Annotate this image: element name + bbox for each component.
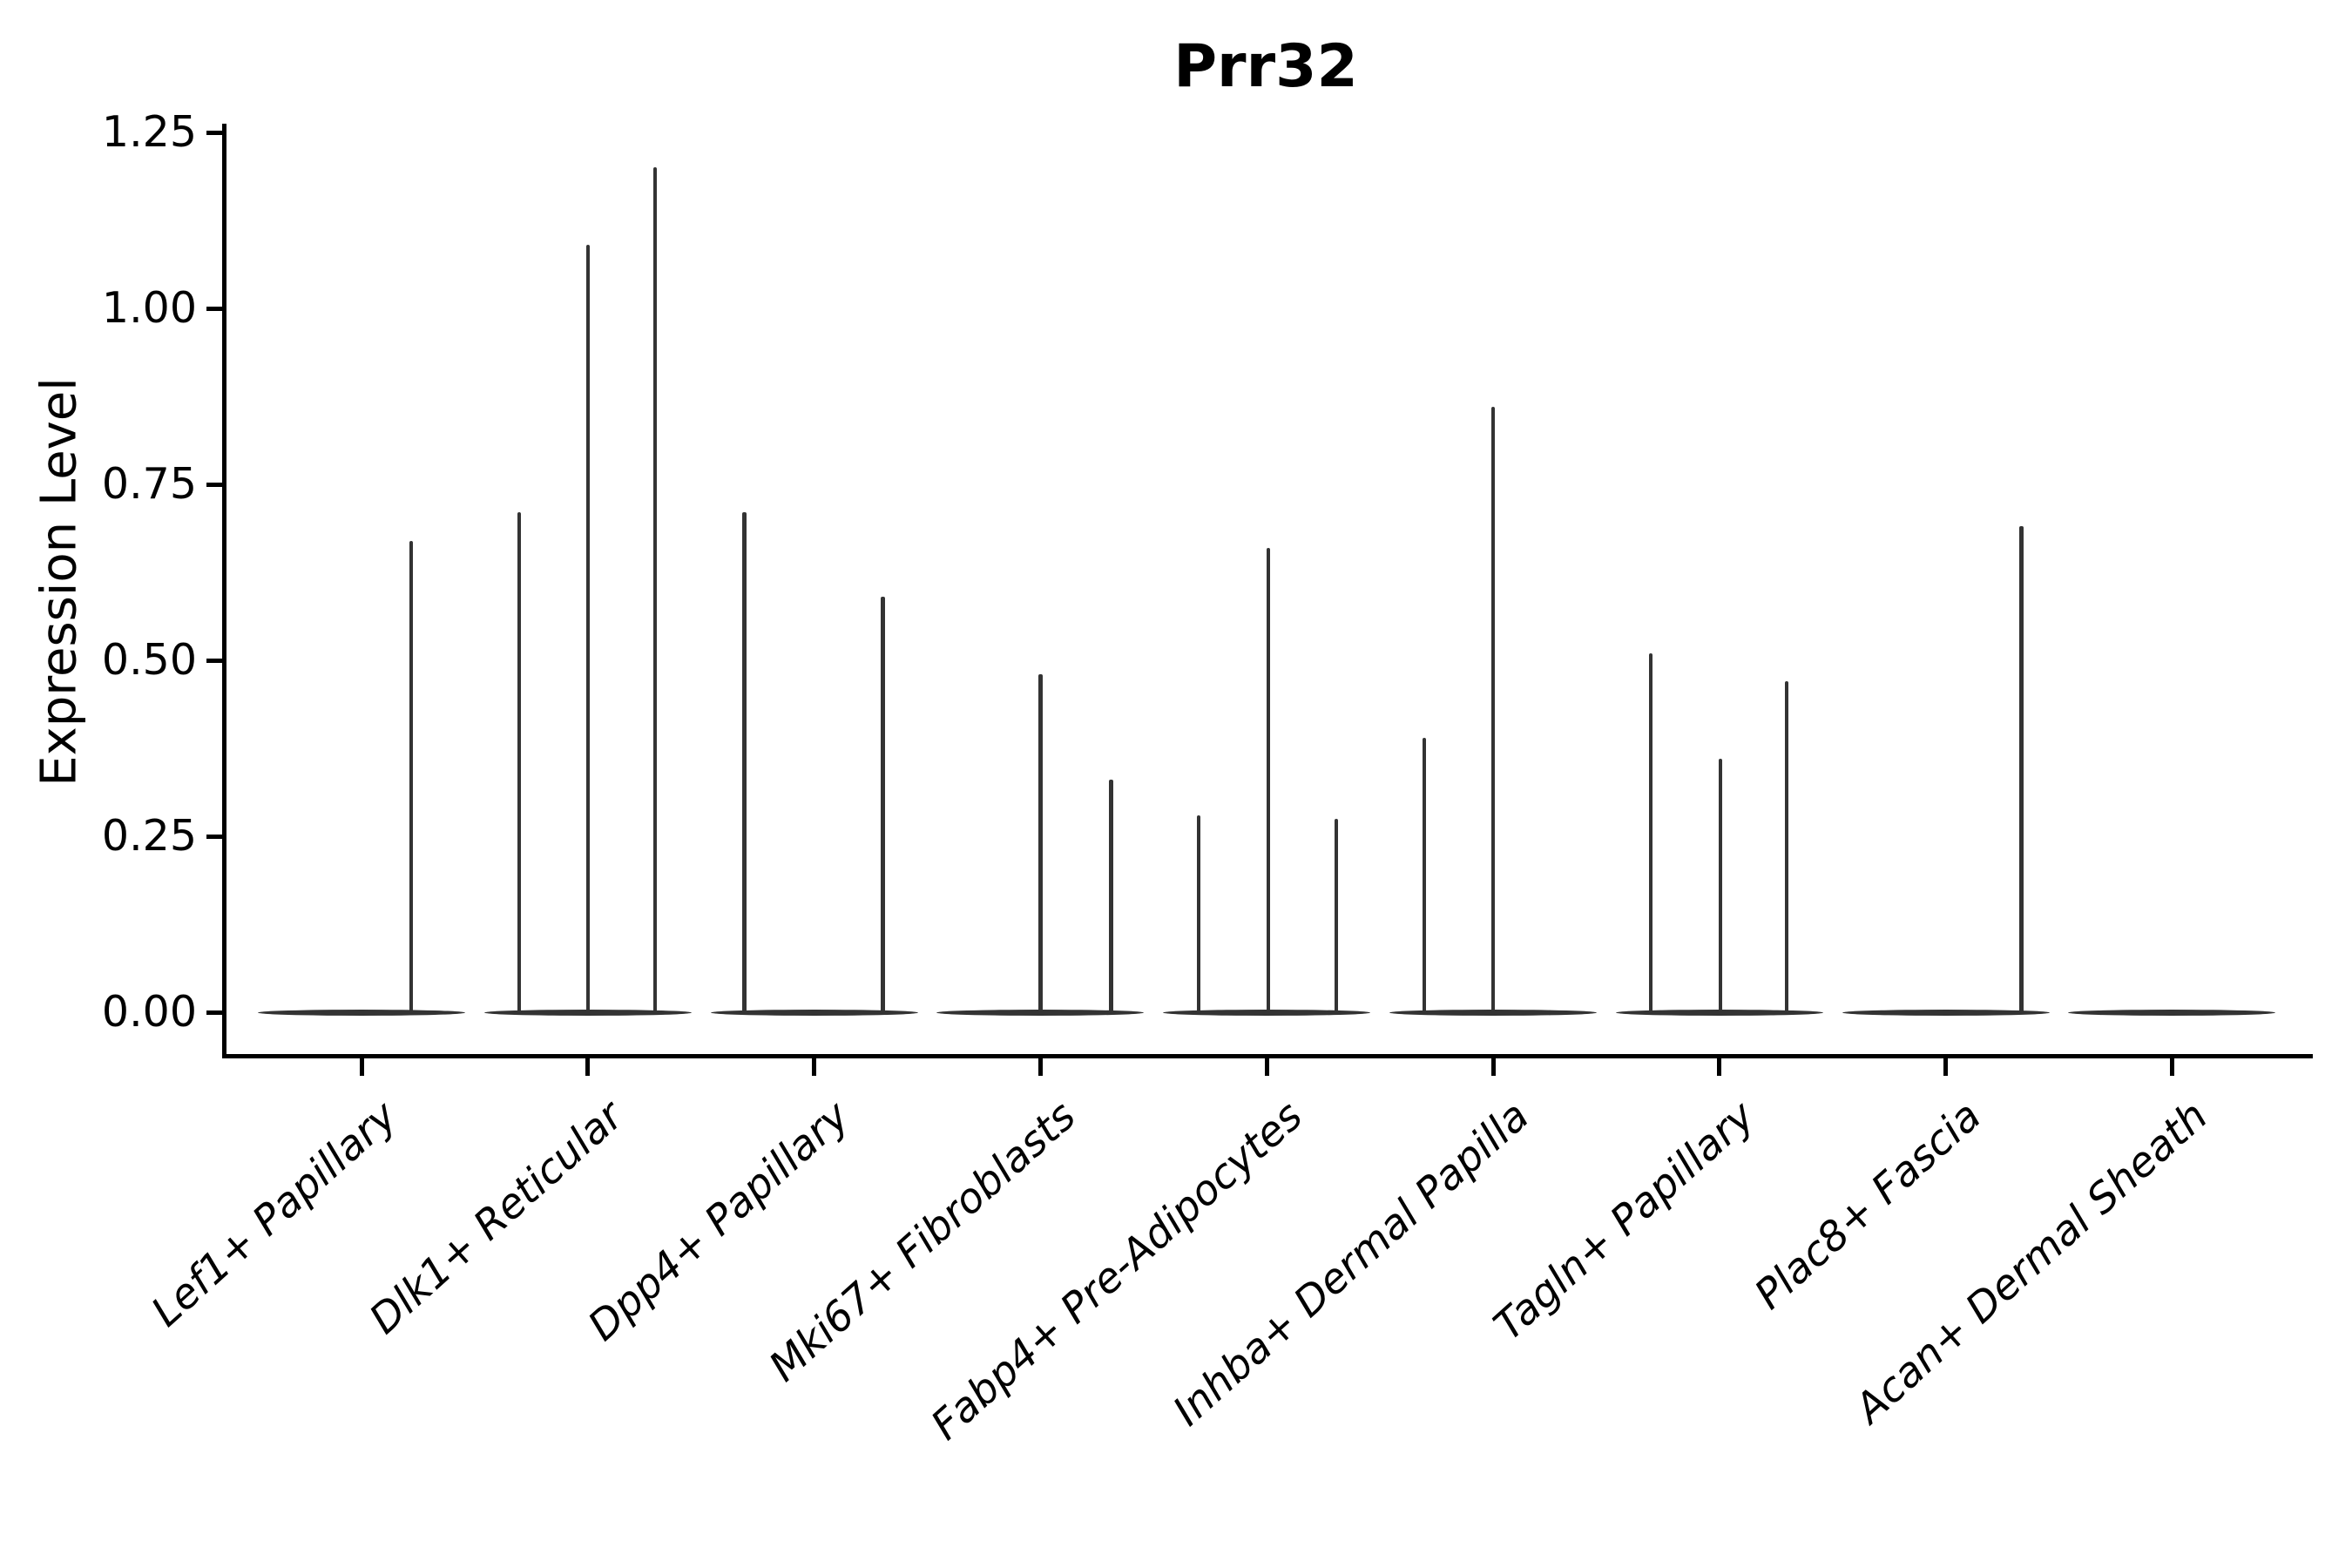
violin-baseline: [1389, 1009, 1597, 1016]
y-tick-label: 1.00: [101, 283, 197, 333]
y-tick-mark: [206, 658, 226, 663]
x-tick-mark: [585, 1057, 591, 1076]
y-tick-mark: [206, 306, 226, 311]
violin-baseline: [1842, 1009, 2050, 1016]
violin-baseline: [1163, 1009, 1371, 1016]
x-tick-mark: [1943, 1057, 1949, 1076]
y-tick-label: 0.50: [101, 635, 197, 685]
violin-spike: [1784, 681, 1789, 1012]
x-tick-mark: [1037, 1057, 1043, 1076]
violin-spike: [742, 512, 747, 1012]
violin-spike: [1334, 818, 1339, 1012]
violin-spike: [1196, 814, 1201, 1012]
x-tick-label: Plac8+ Fascia: [1746, 1092, 1991, 1320]
violin-baseline: [936, 1009, 1145, 1016]
violin-spike: [1490, 407, 1496, 1012]
violin-spike: [652, 167, 658, 1012]
violin-baseline: [258, 1009, 465, 1016]
violin-baseline: [710, 1009, 918, 1016]
x-axis-spine: [222, 1054, 2313, 1058]
x-tick-label: Lef1+ Papillary: [142, 1092, 407, 1336]
x-tick-mark: [2169, 1057, 2174, 1076]
x-tick-mark: [1264, 1057, 1269, 1076]
y-tick-mark: [206, 834, 226, 839]
x-tick-mark: [1717, 1057, 1722, 1076]
x-tick-mark: [1490, 1057, 1496, 1076]
violin-spike: [409, 540, 414, 1012]
violin-spike: [517, 512, 522, 1012]
chart-title: Prr32: [1173, 32, 1358, 101]
violin-baseline: [2068, 1009, 2276, 1016]
y-tick-label: 0.75: [101, 459, 197, 509]
violin-spike: [1422, 737, 1427, 1012]
y-tick-label: 0.25: [101, 811, 197, 861]
x-tick-mark: [359, 1057, 364, 1076]
y-tick-label: 0.00: [101, 987, 197, 1037]
violin-spike: [1038, 674, 1043, 1012]
violin-spike: [2019, 526, 2024, 1012]
violin-baseline: [483, 1009, 692, 1016]
y-axis-spine: [222, 124, 226, 1058]
y-tick-label: 1.25: [101, 107, 197, 157]
x-tick-label: Fabp4+ Pre-Adipocytes: [922, 1092, 1312, 1450]
y-tick-mark: [206, 482, 226, 487]
y-axis-label: Expression Level: [30, 377, 88, 787]
violin-spike: [881, 597, 885, 1012]
violin-spike: [1266, 547, 1271, 1012]
violin-baseline: [1615, 1009, 1823, 1016]
violin-spike: [1109, 780, 1113, 1012]
x-tick-mark: [812, 1057, 817, 1076]
violin-spike: [585, 245, 591, 1012]
y-tick-mark: [206, 130, 226, 135]
y-tick-mark: [206, 1010, 226, 1015]
violin-spike: [1718, 759, 1723, 1012]
violin-spike: [1648, 652, 1653, 1012]
